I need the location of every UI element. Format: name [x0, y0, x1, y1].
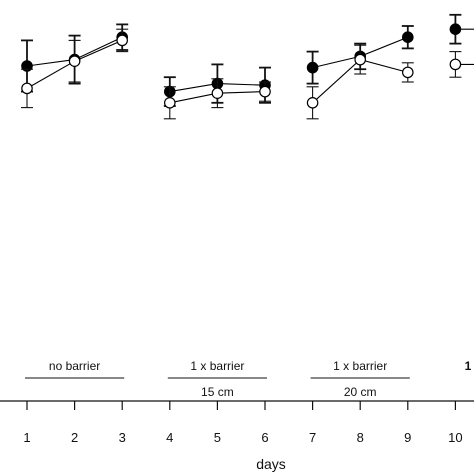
condition-label: 1 x barrier — [333, 359, 387, 373]
series-layer — [21, 13, 474, 120]
data-point — [211, 87, 224, 99]
series-open — [21, 28, 474, 120]
x-tick-label: 9 — [404, 430, 411, 445]
x-tick-label: 1 — [23, 430, 30, 445]
data-point — [401, 66, 414, 79]
x-tick-label: 5 — [214, 430, 221, 445]
x-axis-title: days — [256, 456, 286, 472]
x-tick-label: 3 — [119, 430, 126, 445]
x-tick-label: 6 — [261, 430, 268, 445]
data-point — [259, 85, 271, 98]
data-point — [401, 31, 414, 43]
x-tick-label: 10 — [448, 430, 462, 445]
data-point — [449, 23, 462, 35]
condition-label: no barrier — [49, 359, 100, 373]
x-axis: 1 2 3 4 5 6 7 8 9 10 days — [0, 400, 474, 472]
condition-label: 1 — [465, 359, 472, 373]
condition-sublabel: 15 cm — [201, 385, 234, 399]
data-point — [21, 82, 33, 95]
data-point — [306, 97, 319, 109]
data-point — [116, 34, 128, 47]
x-tick-label: 2 — [71, 430, 78, 445]
condition-label: 1 x barrier — [190, 359, 244, 373]
x-ticks: 1 2 3 4 5 6 7 8 9 10 — [23, 401, 463, 445]
condition-sublabel: 20 cm — [344, 385, 377, 399]
data-point — [354, 53, 366, 66]
x-tick-label: 8 — [357, 430, 364, 445]
x-tick-label: 7 — [309, 430, 316, 445]
data-point — [164, 97, 176, 109]
data-point — [68, 55, 81, 67]
x-tick-label: 4 — [166, 430, 173, 445]
data-point — [306, 61, 319, 74]
condition-labels: no barrier 1 x barrier 15 cm 1 x barrier 20 … — [25, 359, 472, 399]
data-point — [449, 58, 462, 71]
